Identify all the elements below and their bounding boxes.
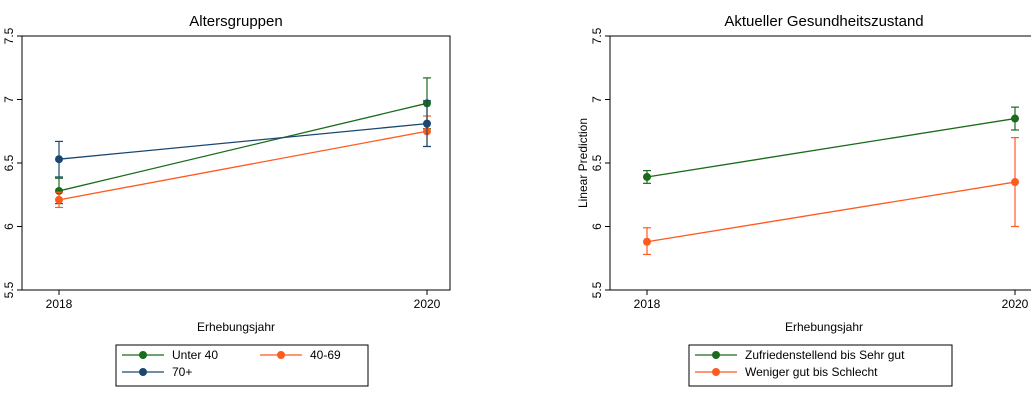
data-point: [643, 237, 651, 246]
series-line: [58, 130, 428, 201]
x-tick-label: 2020: [1002, 297, 1029, 311]
plot-frame: [21, 35, 451, 291]
legend-label: Unter 40: [172, 348, 218, 362]
y-tick-label: 7.5: [2, 27, 16, 44]
series-line: [646, 181, 1016, 243]
data-point: [55, 195, 63, 204]
data-point: [423, 119, 431, 128]
y-tick-label: 5.5: [590, 281, 604, 298]
plot-frame: [609, 35, 1031, 291]
data-point: [643, 172, 651, 181]
chart-panel-1: Altersgruppen 5.5 6 6.5 7 7.5 2018 2020 Erhebung…: [0, 13, 451, 387]
y-tick-label: 7: [2, 96, 16, 103]
series-line: [646, 117, 1016, 178]
legend-box: [115, 344, 369, 387]
y-tick-label: 7.5: [590, 27, 604, 44]
data-point: [55, 186, 63, 195]
legend-item: 40-69: [260, 348, 341, 362]
series-2: [643, 137, 1019, 256]
legend: Zufriedenstellend bis Sehr gut Weniger gu…: [688, 344, 953, 387]
legend: Unter 40 40-69 70+: [115, 344, 369, 387]
series-3: [55, 100, 431, 178]
y-tick-label: 6: [2, 223, 16, 230]
legend-box: [688, 344, 953, 387]
legend-item: Weniger gut bis Schlecht: [695, 365, 878, 379]
chart-panel-2: Aktueller Gesundheitszustand 5.5 6 6.5 7 7.5 2…: [576, 13, 1031, 387]
legend-label: Weniger gut bis Schlecht: [745, 365, 878, 379]
chart-title: Altersgruppen: [189, 13, 282, 30]
legend-label: 40-69: [310, 348, 341, 362]
legend-item: Zufriedenstellend bis Sehr gut: [695, 348, 905, 362]
x-axis-label: Erhebungsjahr: [197, 320, 275, 334]
y-tick-label: 6.5: [2, 154, 16, 171]
chart-title: Aktueller Gesundheitszustand: [724, 13, 923, 30]
legend-swatch-marker: [139, 368, 147, 376]
legend-label: Zufriedenstellend bis Sehr gut: [745, 348, 905, 362]
data-point: [1011, 178, 1019, 187]
x-tick-label: 2018: [46, 297, 73, 311]
y-tick-label: 5.5: [2, 281, 16, 298]
series-line: [58, 122, 428, 160]
x-tick-label: 2020: [414, 297, 441, 311]
legend-label: 70+: [172, 365, 192, 379]
series-1: [643, 106, 1019, 184]
data-point: [1011, 114, 1019, 123]
legend-swatch-marker: [277, 351, 285, 359]
legend-swatch-marker: [712, 351, 720, 359]
data-point: [55, 155, 63, 164]
y-axis-label: Linear Prediction: [0, 118, 2, 208]
x-tick-label: 2018: [634, 297, 661, 311]
y-tick-label: 6.5: [590, 154, 604, 171]
y-axis-label: Linear Prediction: [576, 118, 590, 208]
legend-swatch-marker: [712, 368, 720, 376]
legend-item: 70+: [122, 365, 192, 379]
y-tick-label: 7: [590, 96, 604, 103]
legend-item: Unter 40: [122, 348, 218, 362]
legend-swatch-marker: [139, 351, 147, 359]
series-line: [58, 102, 428, 192]
y-tick-label: 6: [590, 223, 604, 230]
x-axis-label: Erhebungsjahr: [785, 320, 863, 334]
series-2: [55, 115, 431, 209]
